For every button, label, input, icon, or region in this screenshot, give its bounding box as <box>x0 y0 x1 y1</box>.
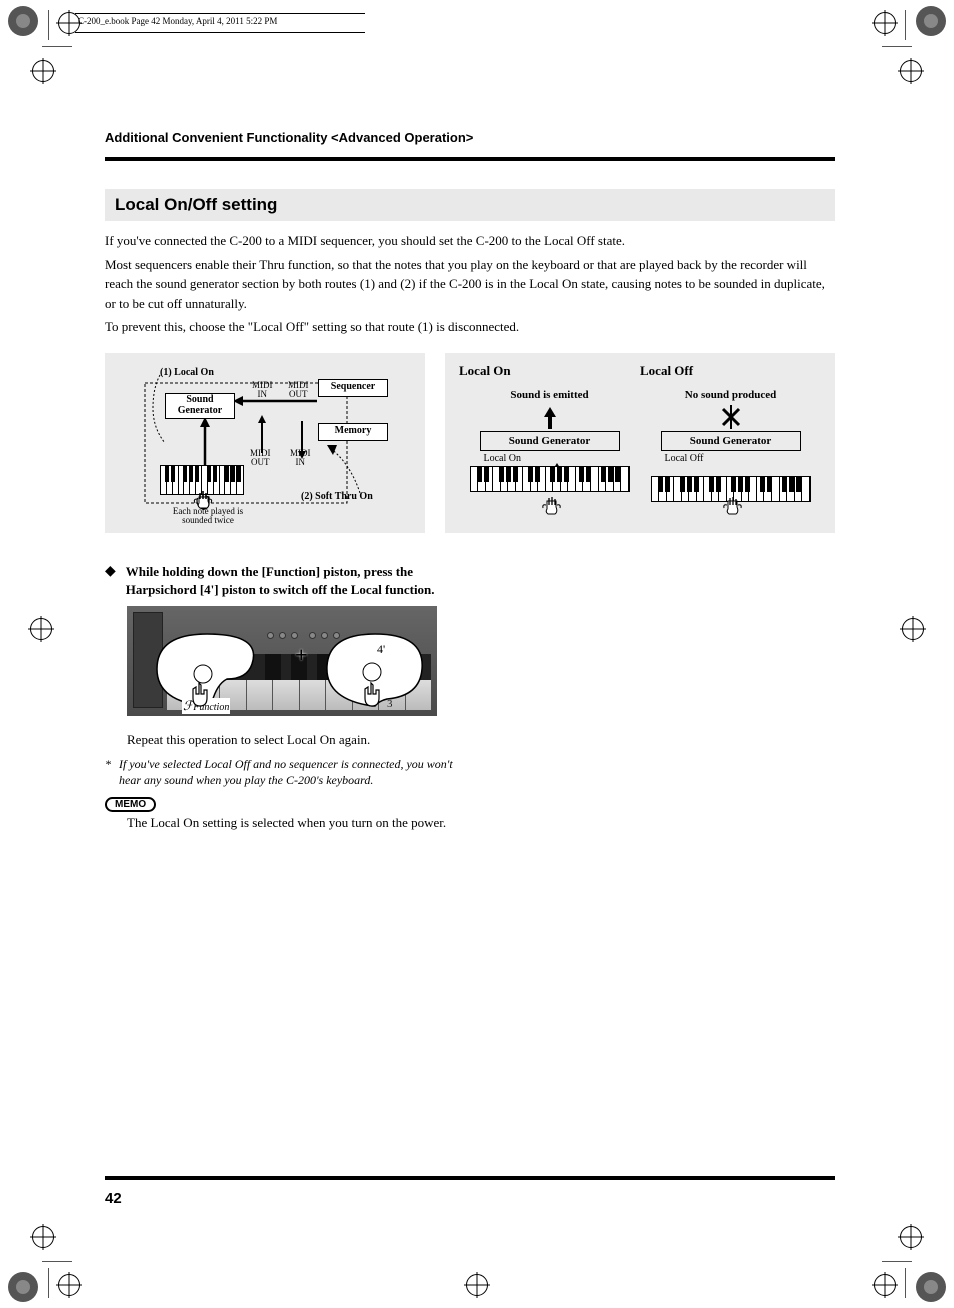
repeat-text: Repeat this operation to select Local On… <box>127 730 460 750</box>
crop-line <box>48 10 49 40</box>
memo-text: The Local On setting is selected when yo… <box>127 814 460 832</box>
body-para: Most sequencers enable their Thru functi… <box>105 255 835 314</box>
crop-corner <box>916 1272 946 1302</box>
registration-mark <box>902 618 924 640</box>
diagram-local-on-routing: (1) Local On Sound Generator Sequencer M… <box>105 353 425 533</box>
section-title: Local On/Off setting <box>105 189 835 221</box>
diagrams-row: (1) Local On Sound Generator Sequencer M… <box>105 353 835 533</box>
title-local-off: Local Off <box>640 363 821 379</box>
asterisk: * <box>105 756 111 790</box>
registration-mark <box>58 12 80 34</box>
box-sequencer: Sequencer <box>318 379 388 397</box>
step-bullet: ◆ While holding down the [Function] pist… <box>105 563 460 601</box>
label-four-foot: 4' <box>377 642 385 657</box>
diamond-icon: ◆ <box>105 563 116 601</box>
crop-corner <box>916 6 946 36</box>
hand-icon <box>541 495 563 517</box>
hand-pointer-icon <box>187 680 213 710</box>
crop-corner <box>8 6 38 36</box>
registration-mark <box>58 1274 80 1296</box>
step-text: While holding down the [Function] piston… <box>126 563 460 601</box>
crop-corner <box>8 1272 38 1302</box>
local-on-column: Local On Sound is emitted Sound Generato… <box>459 363 640 523</box>
diagram-local-on-off: Local On Sound is emitted Sound Generato… <box>445 353 835 533</box>
crop-line <box>882 1261 912 1262</box>
box-memory: Memory <box>318 423 388 441</box>
label-sound-emitted: Sound is emitted <box>459 389 640 401</box>
label-midi-in: MIDI IN <box>252 381 273 400</box>
label-soft-thru: (2) Soft Thru On <box>301 491 373 502</box>
page-content: Additional Convenient Functionality <Adv… <box>105 130 835 832</box>
keyboard-graphic <box>470 466 630 492</box>
book-header: C-200_e.book Page 42 Monday, April 4, 20… <box>78 16 277 26</box>
running-head: Additional Convenient Functionality <Adv… <box>105 130 835 145</box>
rule <box>105 1176 835 1180</box>
plus-icon: + <box>295 642 308 668</box>
crop-line <box>48 1268 49 1298</box>
rule <box>105 157 835 161</box>
header-rule <box>75 13 365 14</box>
registration-mark <box>874 12 896 34</box>
body-para: If you've connected the C-200 to a MIDI … <box>105 231 835 251</box>
page-number: 42 <box>105 1190 122 1207</box>
crop-line <box>42 46 72 47</box>
registration-mark <box>874 1274 896 1296</box>
title-local-on: Local On <box>459 363 640 379</box>
footnote-text: If you've selected Local Off and no sequ… <box>119 756 460 790</box>
box-sound-generator: Sound Generator <box>661 431 801 451</box>
label-three: 3 <box>387 698 393 710</box>
x-mark-icon <box>719 405 743 431</box>
label-local-off: Local Off <box>665 453 801 464</box>
registration-mark <box>900 60 922 82</box>
label-no-sound: No sound produced <box>640 389 821 401</box>
memo-badge: MEMO <box>105 797 156 812</box>
footnote: * If you've selected Local Off and no se… <box>105 756 460 790</box>
local-off-column: Local Off No sound produced Sound Genera… <box>640 363 821 523</box>
label-midi-out: MIDI OUT <box>288 381 309 400</box>
label-midi-in: MIDI IN <box>290 449 311 468</box>
registration-mark <box>900 1226 922 1248</box>
crop-line <box>882 46 912 47</box>
body-para: To prevent this, choose the "Local Off" … <box>105 317 835 337</box>
label-midi-out: MIDI OUT <box>250 449 271 468</box>
registration-mark <box>32 1226 54 1248</box>
registration-mark <box>466 1274 488 1296</box>
crop-line <box>42 1261 72 1262</box>
box-sound-generator: Sound Generator <box>165 393 235 419</box>
crop-line <box>905 1268 906 1298</box>
header-rule <box>75 32 365 33</box>
left-column: ◆ While holding down the [Function] pist… <box>105 563 460 833</box>
box-sound-generator: Sound Generator <box>480 431 620 451</box>
arrow-up-icon <box>540 405 560 431</box>
label-local-on: (1) Local On <box>160 367 214 378</box>
hand-pointer-icon <box>359 680 385 710</box>
piston-illustration: + ℱFunction 4' 3 <box>127 606 437 716</box>
caption-sounded-twice: Each note played is sounded twice <box>153 507 263 526</box>
hand-icon <box>722 495 744 517</box>
registration-mark <box>32 60 54 82</box>
crop-line <box>905 10 906 40</box>
registration-mark <box>30 618 52 640</box>
